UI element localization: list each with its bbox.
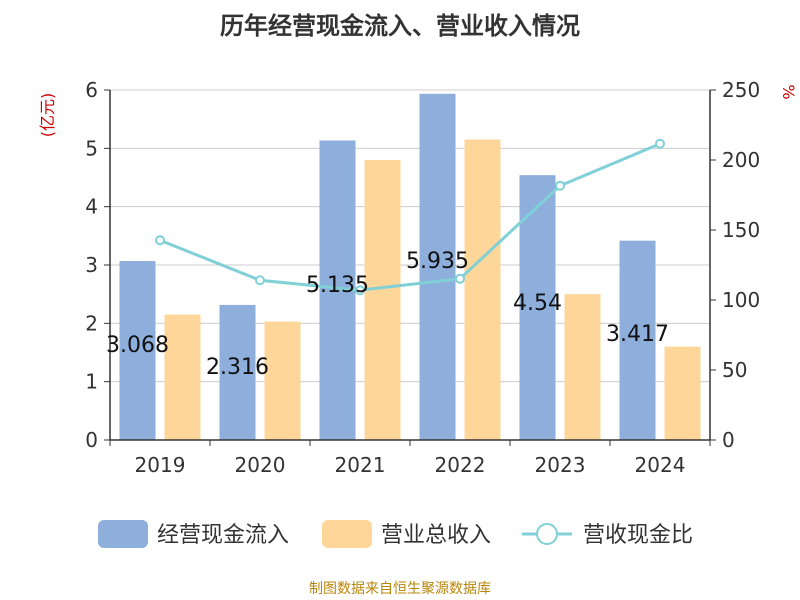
ratio-point-2024 xyxy=(655,138,665,149)
bar-cash-inflow-2019 xyxy=(119,261,156,440)
bar-revenue-2024 xyxy=(664,346,701,440)
ratio-point-2019 xyxy=(155,235,165,246)
source-footer: 制图数据来自恒生聚源数据库 xyxy=(309,581,491,597)
legend-swatch-cash-inflow xyxy=(98,520,148,548)
bar-revenue-2020 xyxy=(264,321,301,440)
legend-label-cash-inflow: 经营现金流入 xyxy=(157,523,289,548)
data-label-cash-inflow-2020: 2.316 xyxy=(206,355,269,380)
chart-title: 历年经营现金流入、营业收入情况 xyxy=(220,12,580,40)
left-tick-label: 0 xyxy=(85,428,98,452)
right-tick-label: 200 xyxy=(722,148,760,172)
right-tick-label: 50 xyxy=(722,358,747,382)
ratio-point-2023 xyxy=(555,180,565,191)
data-label-cash-inflow-2024: 3.417 xyxy=(606,322,669,347)
axes-layer: 0 1 2 3 4 5 6 0 50 100 150 200 250 2019 2020 2021 2022 20… xyxy=(38,78,798,477)
left-tick-label: 1 xyxy=(85,370,98,394)
right-tick-label: 150 xyxy=(722,218,760,242)
legend: 经营现金流入 营业总收入 营收现金比 xyxy=(98,520,693,548)
left-tick-label: 2 xyxy=(85,311,98,335)
ratio-point-2022 xyxy=(455,273,465,284)
legend-marker-ratio xyxy=(536,523,558,545)
left-tick-label: 4 xyxy=(85,195,98,219)
bar-cash-inflow-2022 xyxy=(419,93,456,441)
bar-revenue-2021 xyxy=(364,160,401,440)
x-tick-label-2020: 2020 xyxy=(235,453,286,477)
bar-revenue-2019 xyxy=(164,314,201,440)
left-tick-label: 6 xyxy=(85,78,98,102)
left-tick-label: 5 xyxy=(85,136,98,160)
ratio-line xyxy=(159,142,661,292)
right-tick-label: 100 xyxy=(722,288,760,312)
line-layer xyxy=(155,138,665,296)
legend-swatch-revenue xyxy=(322,520,372,548)
ratio-point-2020 xyxy=(255,275,265,286)
ratio-point-2021 xyxy=(355,285,365,296)
data-label-cash-inflow-2021: 5.135 xyxy=(306,273,369,298)
x-tick-label-2019: 2019 xyxy=(135,453,186,477)
data-label-cash-inflow-2023: 4.54 xyxy=(513,291,562,316)
x-tick-label-2022: 2022 xyxy=(435,453,486,477)
x-tick-label-2021: 2021 xyxy=(335,453,386,477)
legend-label-ratio: 营收现金比 xyxy=(583,523,693,548)
bar-cash-inflow-2024 xyxy=(619,240,656,440)
bar-revenue-2022 xyxy=(464,139,501,441)
right-tick-label: 250 xyxy=(722,78,760,102)
data-label-cash-inflow-2019: 3.068 xyxy=(106,333,169,358)
right-axis-unit-label: % xyxy=(779,84,798,99)
right-tick-label: 0 xyxy=(722,428,735,452)
x-tick-label-2023: 2023 xyxy=(535,453,586,477)
legend-label-revenue: 营业总收入 xyxy=(381,523,491,548)
data-label-cash-inflow-2022: 5.935 xyxy=(406,249,469,274)
x-tick-label-2024: 2024 xyxy=(635,453,686,477)
bar-cash-inflow-2020 xyxy=(219,304,256,440)
data-labels-layer: 3.068 2.316 5.135 5.935 4.54 3.417 xyxy=(106,249,669,380)
left-axis-unit-label: (亿元) xyxy=(38,93,57,138)
bar-revenue-2023 xyxy=(564,294,601,440)
left-tick-label: 3 xyxy=(85,253,98,277)
